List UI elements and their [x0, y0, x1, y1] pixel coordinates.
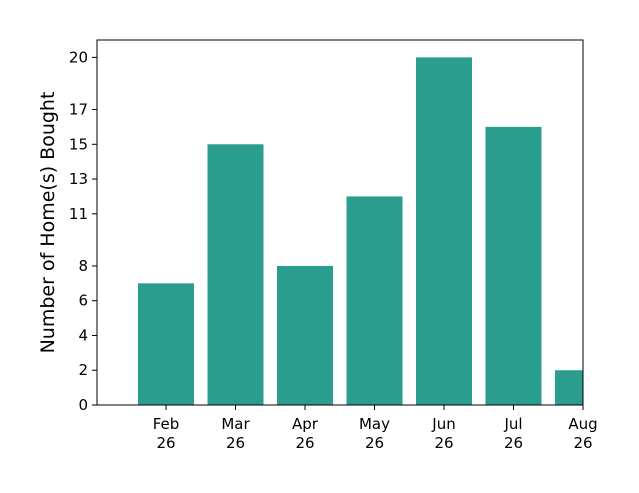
- bar-apr-26: [277, 265, 333, 405]
- y-axis-title: Number of Home(s) Bought: [37, 92, 59, 354]
- y-tick-label: 13: [69, 170, 88, 188]
- bar-aug-26: [555, 370, 583, 405]
- plot-frame: [96, 39, 584, 406]
- y-tick-label: 17: [69, 101, 88, 119]
- x-tick-label: May 26: [359, 415, 390, 452]
- bar-may-26: [346, 196, 403, 405]
- y-tick-label: 4: [78, 326, 88, 344]
- x-tick-label: Apr 26: [292, 415, 319, 452]
- bars-group: [138, 57, 583, 406]
- y-tick-label: 15: [69, 135, 88, 153]
- x-tick-label: Mar 26: [221, 415, 250, 452]
- bar-feb-26: [138, 283, 194, 405]
- x-tick-label: Feb 26: [153, 415, 180, 452]
- bar-mar-26: [207, 144, 264, 406]
- y-tick-label: 6: [78, 292, 88, 310]
- bar-jul-26: [485, 126, 542, 406]
- y-tick-label: 0: [78, 396, 88, 414]
- bar-jun-26: [416, 57, 472, 405]
- y-tick-label: 8: [78, 257, 88, 275]
- x-tick-label: Jun 26: [431, 415, 455, 452]
- x-tick-label: Jul 26: [503, 415, 523, 452]
- y-axis: 0 2 4 6 8 11 13 15 17 20: [69, 48, 97, 414]
- y-tick-label: 20: [69, 48, 88, 66]
- x-tick-label: Aug 26: [568, 415, 597, 452]
- y-tick-label: 11: [69, 205, 88, 223]
- x-axis: Feb 26 Mar 26 Apr 26 May 26 Jun 26 Jul 26 Aug 26: [153, 405, 598, 452]
- y-tick-label: 2: [78, 361, 88, 379]
